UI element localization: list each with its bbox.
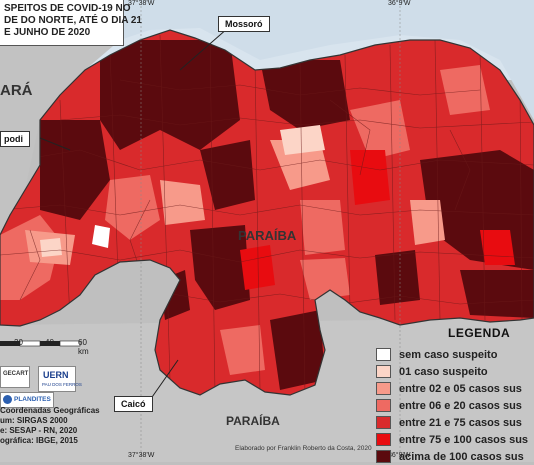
legend-item: entre 75 e 100 casos sus [376,431,534,448]
metadata-line-2: um: SIRGAS 2000 [0,416,68,425]
graticule-label-top-left: 37°38'W [128,0,155,7]
scale-label-40: 40 [45,338,54,347]
gecart-logo-text: GECART [3,371,29,377]
graticule-label-bottom-left: 37°38'W [128,452,155,459]
legend-item: 01 caso suspeito [376,363,534,380]
plandites-logo-text: PLANDITES [14,396,51,403]
legend-label: acima de 100 casos sus [399,450,524,463]
title-line-3: E JUNHO DE 2020 [4,27,91,38]
legend-swatch [376,416,391,429]
legend-label: 01 caso suspeito [399,365,488,378]
uern-logo-text: UERN [43,370,69,380]
label-paraiba-top: PARAÍBA [238,228,297,243]
legend-label: sem caso suspeito [399,348,498,361]
legend-label: entre 06 e 20 casos sus [399,399,522,412]
ceara-region [0,40,120,235]
title-line-1: SPEITOS DE COVID-19 NO [4,3,131,14]
metadata-line-4: ográfica: IBGE, 2015 [0,436,78,445]
callout-caico: Caicó [114,396,153,412]
uern-logo: UERN PAU DOS FERROS [38,366,82,392]
scale-label-60: 60 km [78,338,89,356]
legend-swatch [376,399,391,412]
legend-item: entre 21 e 75 casos sus [376,414,534,431]
graticule-label-top-right: 36°9'W [388,0,411,7]
plandites-logo: PLANDITES [0,392,54,408]
uern-logo-subtext: PAU DOS FERROS [42,382,82,387]
callout-apodi: podi [0,131,30,147]
legend-swatch [376,348,391,361]
legend-label: entre 21 e 75 casos sus [399,416,522,429]
legend-title: LEGENDA [448,326,511,340]
label-paraiba-bottom: PARAÍBA [226,414,280,428]
map-metadata: Coordenadas Geográficas um: SIRGAS 2000 … [0,406,100,446]
graticule-label-bottom-right: 36°9'W [388,452,411,459]
gecart-logo: GECART [0,366,30,388]
legend-swatch [376,365,391,378]
metadata-line-3: e: SESAP - RN, 2020 [0,426,78,435]
legend-swatch [376,433,391,446]
label-ceara: ARÁ [0,82,33,99]
legend-label: entre 75 e 100 casos sus [399,433,529,446]
globe-icon [3,395,12,404]
metadata-line-1: Coordenadas Geográficas [0,406,100,415]
map-title-box: SPEITOS DE COVID-19 NO DE DO NORTE, ATÉ … [0,0,142,46]
title-line-2: DE DO NORTE, ATÉ O DIA 21 [4,15,142,26]
legend-label: entre 02 e 05 casos sus [399,382,522,395]
map-credit: Elaborado por Franklin Roberto da Costa,… [235,445,372,452]
legend-item: entre 06 e 20 casos sus [376,397,534,414]
legend-swatch [376,382,391,395]
legend-item: acima de 100 casos sus [376,448,534,465]
callout-mossoro: Mossoró [218,16,270,32]
legend: sem caso suspeito 01 caso suspeito entre 0… [376,346,534,465]
legend-item: sem caso suspeito [376,346,534,363]
legend-item: entre 02 e 05 casos sus [376,380,534,397]
legend-swatch [376,450,391,463]
scale-label-20: 20 [14,338,23,347]
